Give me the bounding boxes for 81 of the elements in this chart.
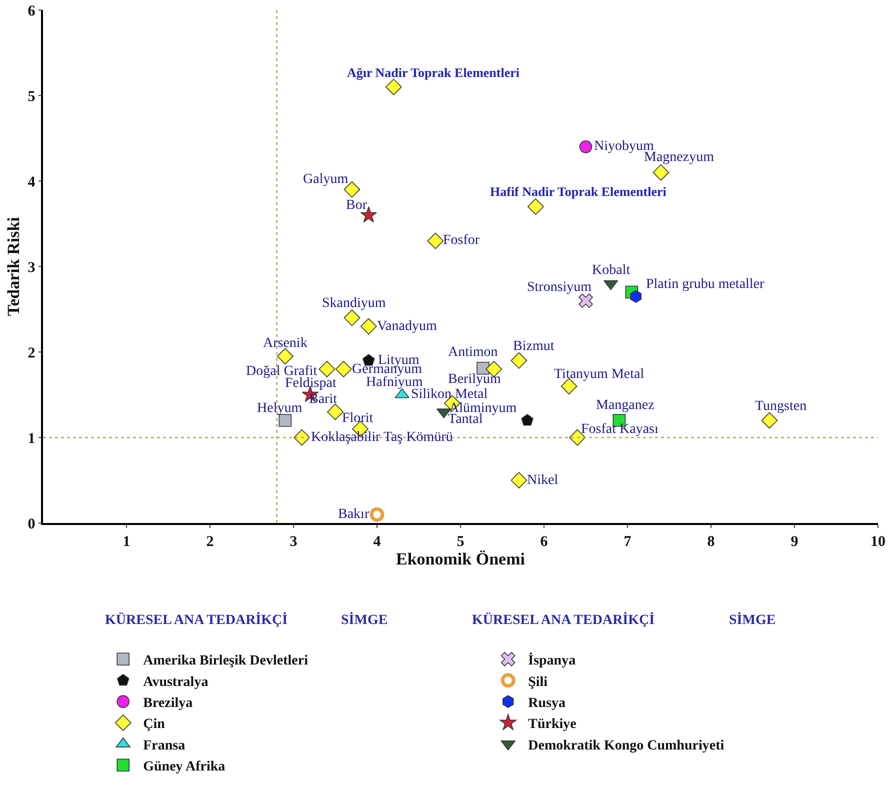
x-tick-label: 1 [122,534,130,550]
x-tick-label: 2 [206,534,214,550]
legend-label: Avustralya [143,674,208,690]
annotation: Barit [309,392,338,407]
text: KÜRESEL ANA TEDARİKÇİ [472,612,655,628]
annotation: Tungsten [755,399,807,414]
point [427,232,444,250]
point [579,140,592,154]
point [510,352,528,369]
point [527,198,544,215]
annotation: Silikon Metal [411,387,488,402]
annotation: Stronsiyum [527,280,592,295]
annotation: Hafif Nadir Toprak Elementleri [490,184,667,199]
annotation: Antimon [448,345,498,360]
annotation: Feldispat [285,376,336,391]
annotation: Nikel [527,473,558,488]
x-tick-label: 5 [456,534,464,550]
point [630,290,642,303]
point [276,348,294,364]
annotation: Florit [342,411,374,426]
legend-label: Çin [143,717,166,732]
annotation: Kobalt [592,263,630,278]
y-tick-label: 6 [28,3,36,20]
annotation: Fosfor [443,233,480,248]
y-tick-label: 4 [28,174,36,190]
point [344,310,360,326]
point [510,472,528,488]
annotation: Berilyum [448,372,501,387]
y-tick-label: 3 [28,260,36,276]
point [652,164,670,181]
annotation: Bizmut [513,339,554,354]
legend-label: Rusya [528,696,566,712]
point [360,318,377,335]
point [318,360,336,378]
point [521,414,534,426]
legend-label: Türkiye [528,717,576,732]
annotation: Galyum [303,172,348,187]
y-tick-label: 5 [28,88,36,105]
x-tick-label: 9 [790,534,798,550]
annotation: Platin grubu metaller [646,277,765,292]
y-tick-label: 2 [28,345,36,362]
x-tick-label: 4 [373,534,382,550]
annotation: Arsenik [263,336,308,351]
annotation: Manganez [596,398,654,413]
text: KÜRESEL ANA TEDARİKÇİ [105,612,288,628]
annotation: Bor [346,198,368,213]
y-tick-label: 0 [28,516,36,532]
legend-label: Şili [528,674,548,690]
annotation: Helyum [257,401,302,416]
point [294,429,310,446]
annotation: Bakır [338,507,370,522]
point [370,507,384,522]
x-tick-label: 7 [624,534,632,550]
text: SİMGE [341,612,388,628]
legend-label: Güney Afrika [143,760,226,775]
legend-label: Amerika Birleşik Devletleri [143,654,308,669]
annotation: Titanyum Metal [554,367,644,382]
point [578,294,593,308]
x-tick-label: 10 [870,534,886,550]
x-tick-label: 6 [540,534,548,550]
point [278,414,292,427]
annotation: Vanadyum [377,319,437,334]
legend-label: Demokratik Kongo Cumhuriyeti [528,738,724,754]
x-tick-label: 8 [707,534,715,550]
annotation: Ağır Nadir Toprak Elementleri [347,65,520,80]
y-axis-title: Tedarik Riski [4,216,23,316]
point [761,412,778,429]
point [386,78,402,96]
annotation: Koklaşabilir Taş Kömürü [311,430,453,445]
text: SİMGE [729,612,776,628]
y-tick-label: 1 [28,430,36,447]
legend-label: Fransa [143,738,186,754]
point [327,404,344,420]
point [335,360,352,378]
annotation: Hafniyum [366,375,423,390]
legend-label: Brezilya [143,696,193,712]
x-axis-title: Ekonomik Önemi [396,550,526,569]
x-tick-label: 3 [290,534,298,550]
annotation: Skandiyum [322,296,386,311]
annotation: Fosfat Kayası [581,422,658,437]
legend-label: İspanya [528,652,576,669]
